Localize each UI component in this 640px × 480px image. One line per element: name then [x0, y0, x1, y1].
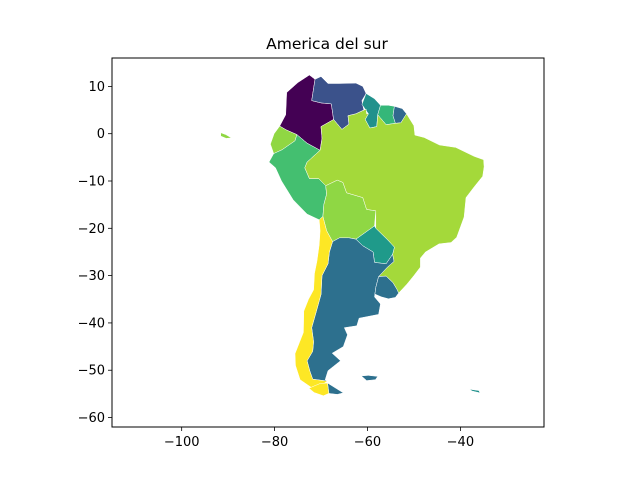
y-axis: 10 0 −10 −20 −30 −40 −50 −60 [78, 80, 112, 426]
x-tick-label: −100 [164, 435, 200, 450]
y-tick-label: −30 [78, 269, 105, 284]
map-title: America del sur [266, 35, 388, 53]
region-uruguay [374, 275, 399, 300]
y-tick-label: −50 [78, 364, 105, 379]
region-brazil [304, 108, 485, 294]
axes-frame [111, 57, 545, 428]
x-tick-label: −40 [447, 435, 474, 450]
y-tick-label: −10 [78, 175, 105, 190]
y-tick-label: −40 [78, 316, 105, 331]
y-tick-label: −20 [78, 222, 105, 237]
region-tierra-del-fuego-cl [308, 382, 330, 397]
region-chile [294, 216, 333, 388]
y-tick-label: 0 [97, 127, 105, 142]
region-falklands [361, 375, 378, 381]
y-tick-label: −60 [78, 411, 105, 426]
y-tick-label: 10 [88, 80, 105, 95]
x-axis: −100 −80 −60 −40 [164, 427, 474, 450]
x-tick-label: −80 [261, 435, 288, 450]
region-south-georgia [469, 388, 481, 394]
x-tick-label: −60 [354, 435, 381, 450]
regions-layer [220, 74, 485, 397]
region-galapagos [220, 132, 232, 139]
